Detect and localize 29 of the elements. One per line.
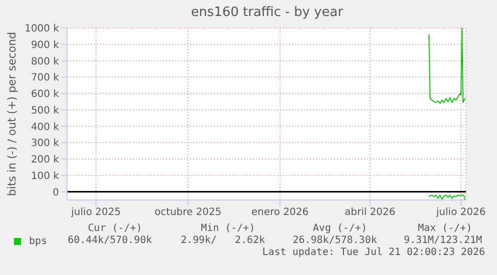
line-series (428, 28, 466, 104)
y-tick-label: 400 k (30, 122, 60, 133)
y-tick-label: 600 k (30, 89, 60, 100)
text: Min (-/+) (200, 223, 256, 234)
text: 9.31M/123.21M (404, 235, 482, 246)
y-tick-label: 300 k (30, 138, 60, 150)
x-tick-label: octubre 2025 (154, 207, 222, 218)
y-tick-label: 900 k (30, 40, 60, 51)
text: 2.99k/ 2.62k (180, 235, 265, 246)
y-tick-label: 500 k (30, 105, 60, 116)
text: 60.44k/570.90k (68, 235, 152, 246)
x-tick-label: julio 2025 (70, 207, 121, 218)
text: Max (-/+) (416, 223, 474, 234)
y-tick-label: 700 k (30, 72, 60, 84)
x-tick-label: enero 2026 (251, 207, 309, 218)
chart-title: ens160 traffic - by year (190, 5, 344, 20)
legend-label: bps (29, 236, 48, 247)
y-tick-label: 1000 k (24, 24, 60, 35)
y-tick-label: 800 k (30, 56, 60, 68)
text: 26.98k/578.30k (292, 235, 377, 246)
text: Last update: Tue Jul 21 02:00:23 2026 (262, 247, 485, 258)
x-tick-label: abril 2026 (344, 207, 396, 218)
text: Cur (-/+) (86, 223, 144, 234)
x-tick-label: julio 2026 (435, 207, 486, 218)
y-tick-label: 100 k (30, 170, 60, 182)
y-axis-title: bits in (-) / out (+) per second (6, 32, 18, 196)
y-tick-label: 0 (52, 187, 59, 198)
y-tick-label: 200 k (30, 154, 60, 166)
text: Avg (-/+) (312, 223, 368, 234)
